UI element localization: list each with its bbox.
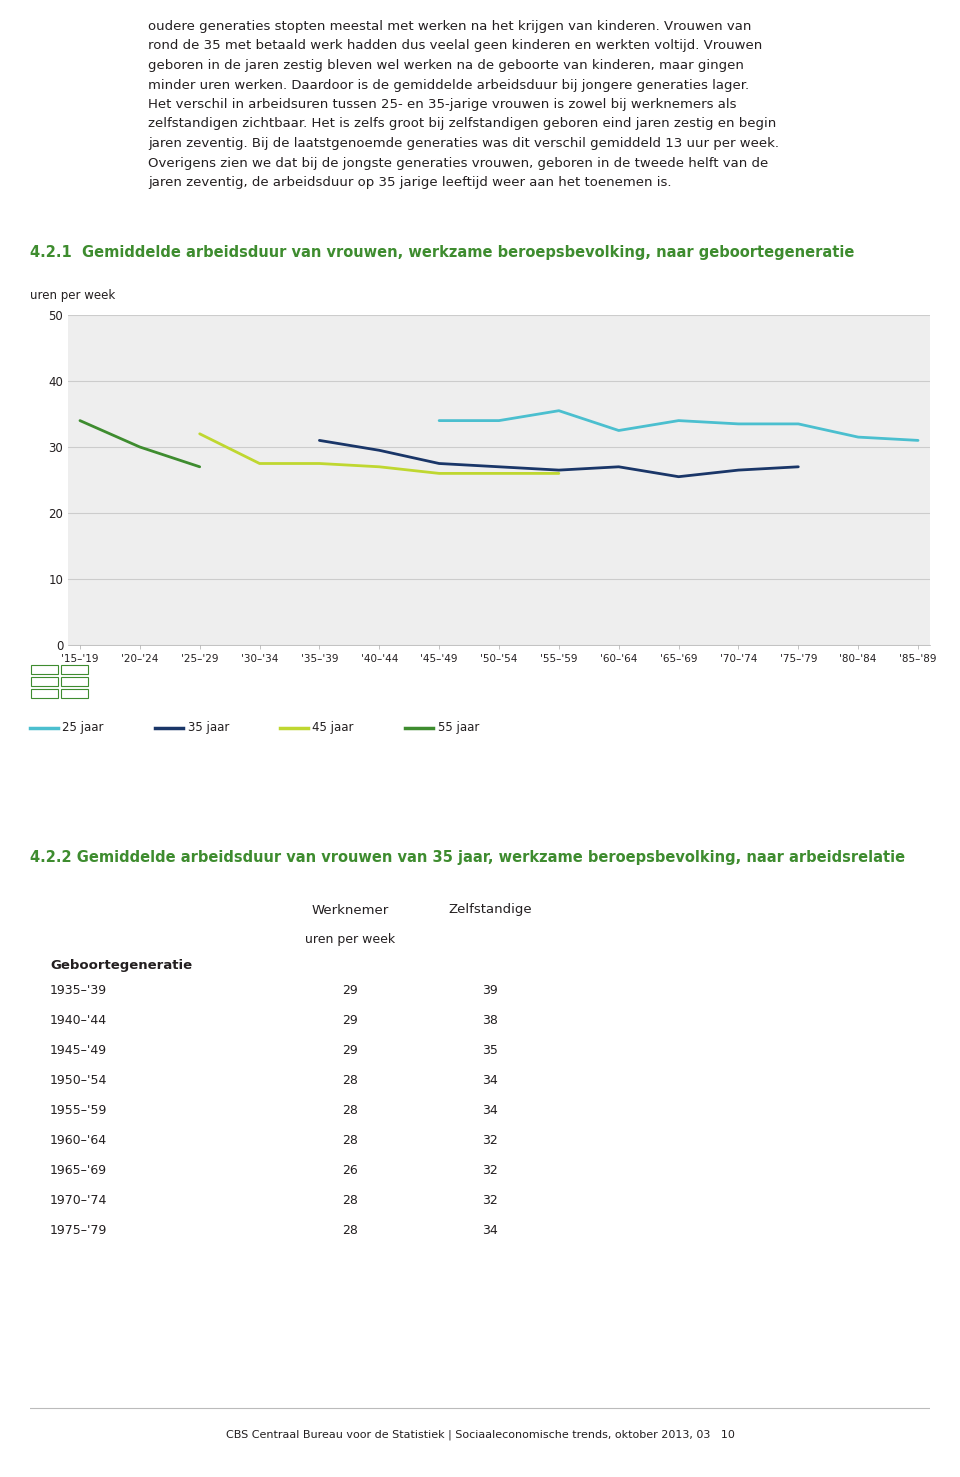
Text: 34: 34: [482, 1223, 498, 1236]
Text: 1945–'49: 1945–'49: [50, 1043, 108, 1056]
Text: 1975–'79: 1975–'79: [50, 1223, 108, 1236]
Text: 25 jaar: 25 jaar: [62, 721, 104, 734]
Text: 38: 38: [482, 1013, 498, 1027]
Text: 1955–'59: 1955–'59: [50, 1103, 108, 1117]
Text: 1970–'74: 1970–'74: [50, 1193, 108, 1207]
Text: 1960–'64: 1960–'64: [50, 1133, 108, 1146]
Text: 4.2.2 Gemiddelde arbeidsduur van vrouwen van 35 jaar, werkzame beroepsbevolking,: 4.2.2 Gemiddelde arbeidsduur van vrouwen…: [30, 849, 905, 866]
Text: 39: 39: [482, 984, 498, 997]
Bar: [61, 690, 87, 699]
Text: 29: 29: [342, 1013, 358, 1027]
Text: CBS Centraal Bureau voor de Statistiek | Sociaaleconomische trends, oktober 2013: CBS Centraal Bureau voor de Statistiek |…: [226, 1430, 734, 1440]
Text: 29: 29: [342, 1043, 358, 1056]
Text: 32: 32: [482, 1193, 498, 1207]
Text: 1965–'69: 1965–'69: [50, 1164, 108, 1177]
Text: 29: 29: [342, 984, 358, 997]
Text: 1935–'39: 1935–'39: [50, 984, 108, 997]
Text: Werknemer: Werknemer: [311, 904, 389, 917]
Text: 34: 34: [482, 1074, 498, 1087]
Text: Geboortegeneratie: Geboortegeneratie: [50, 959, 192, 972]
Text: 4.2.1  Gemiddelde arbeidsduur van vrouwen, werkzame beroepsbevolking, naar geboo: 4.2.1 Gemiddelde arbeidsduur van vrouwen…: [30, 245, 854, 260]
Text: 28: 28: [342, 1193, 358, 1207]
Text: uren per week: uren per week: [305, 933, 396, 947]
Bar: [31, 665, 58, 674]
Text: 45 jaar: 45 jaar: [313, 721, 354, 734]
Text: 1950–'54: 1950–'54: [50, 1074, 108, 1087]
Bar: [61, 676, 87, 685]
Text: 32: 32: [482, 1133, 498, 1146]
Text: 28: 28: [342, 1103, 358, 1117]
Bar: [31, 690, 58, 699]
Text: 35: 35: [482, 1043, 498, 1056]
Text: 26: 26: [342, 1164, 358, 1177]
Text: 32: 32: [482, 1164, 498, 1177]
Text: 28: 28: [342, 1133, 358, 1146]
Text: 28: 28: [342, 1074, 358, 1087]
Text: 34: 34: [482, 1103, 498, 1117]
Text: Zelfstandige: Zelfstandige: [448, 904, 532, 917]
Text: uren per week: uren per week: [30, 289, 115, 303]
Text: 35 jaar: 35 jaar: [187, 721, 228, 734]
Text: 1940–'44: 1940–'44: [50, 1013, 108, 1027]
Text: oudere generaties stopten meestal met werken na het krijgen van kinderen. Vrouwe: oudere generaties stopten meestal met we…: [148, 21, 779, 189]
Text: 55 jaar: 55 jaar: [438, 721, 479, 734]
Text: 28: 28: [342, 1223, 358, 1236]
Bar: [31, 676, 58, 685]
Bar: [61, 665, 87, 674]
